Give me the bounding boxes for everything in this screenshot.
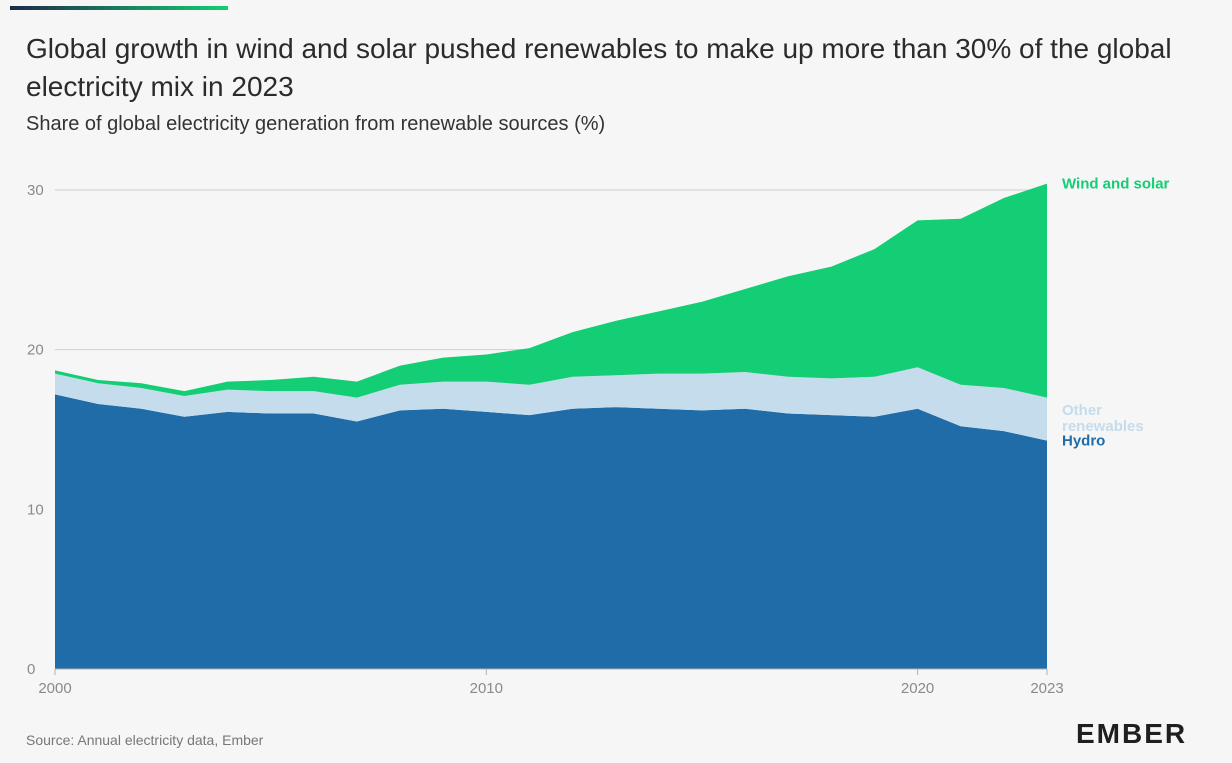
- x-tick-label-2023: 2023: [1030, 680, 1063, 697]
- source-note: Source: Annual electricity data, Ember: [26, 732, 264, 748]
- x-tick-label-2000: 2000: [38, 680, 71, 697]
- area-wind-and-solar: [55, 183, 1047, 398]
- y-tick-label-0: 0: [27, 661, 35, 678]
- header-accent-bar: [10, 6, 228, 10]
- chart-title: Global growth in wind and solar pushed r…: [26, 33, 1172, 102]
- y-tick-label-10: 10: [27, 501, 44, 518]
- y-tick-label-20: 20: [27, 342, 44, 359]
- chart-subtitle: Share of global electricity generation f…: [26, 113, 606, 135]
- y-tick-label-30: 30: [27, 182, 44, 199]
- legend-label-wind-and-solar: Wind and solar: [1062, 176, 1170, 193]
- x-tick-label-2010: 2010: [470, 680, 503, 697]
- area-hydro: [55, 394, 1047, 669]
- legend-label-other-renewables: Other renewables: [1062, 402, 1144, 435]
- legend-label-hydro: Hydro: [1062, 433, 1105, 450]
- ember-logo: EMBER: [1076, 718, 1188, 749]
- x-tick-label-2020: 2020: [901, 680, 934, 697]
- area-other-renewables: [55, 367, 1047, 441]
